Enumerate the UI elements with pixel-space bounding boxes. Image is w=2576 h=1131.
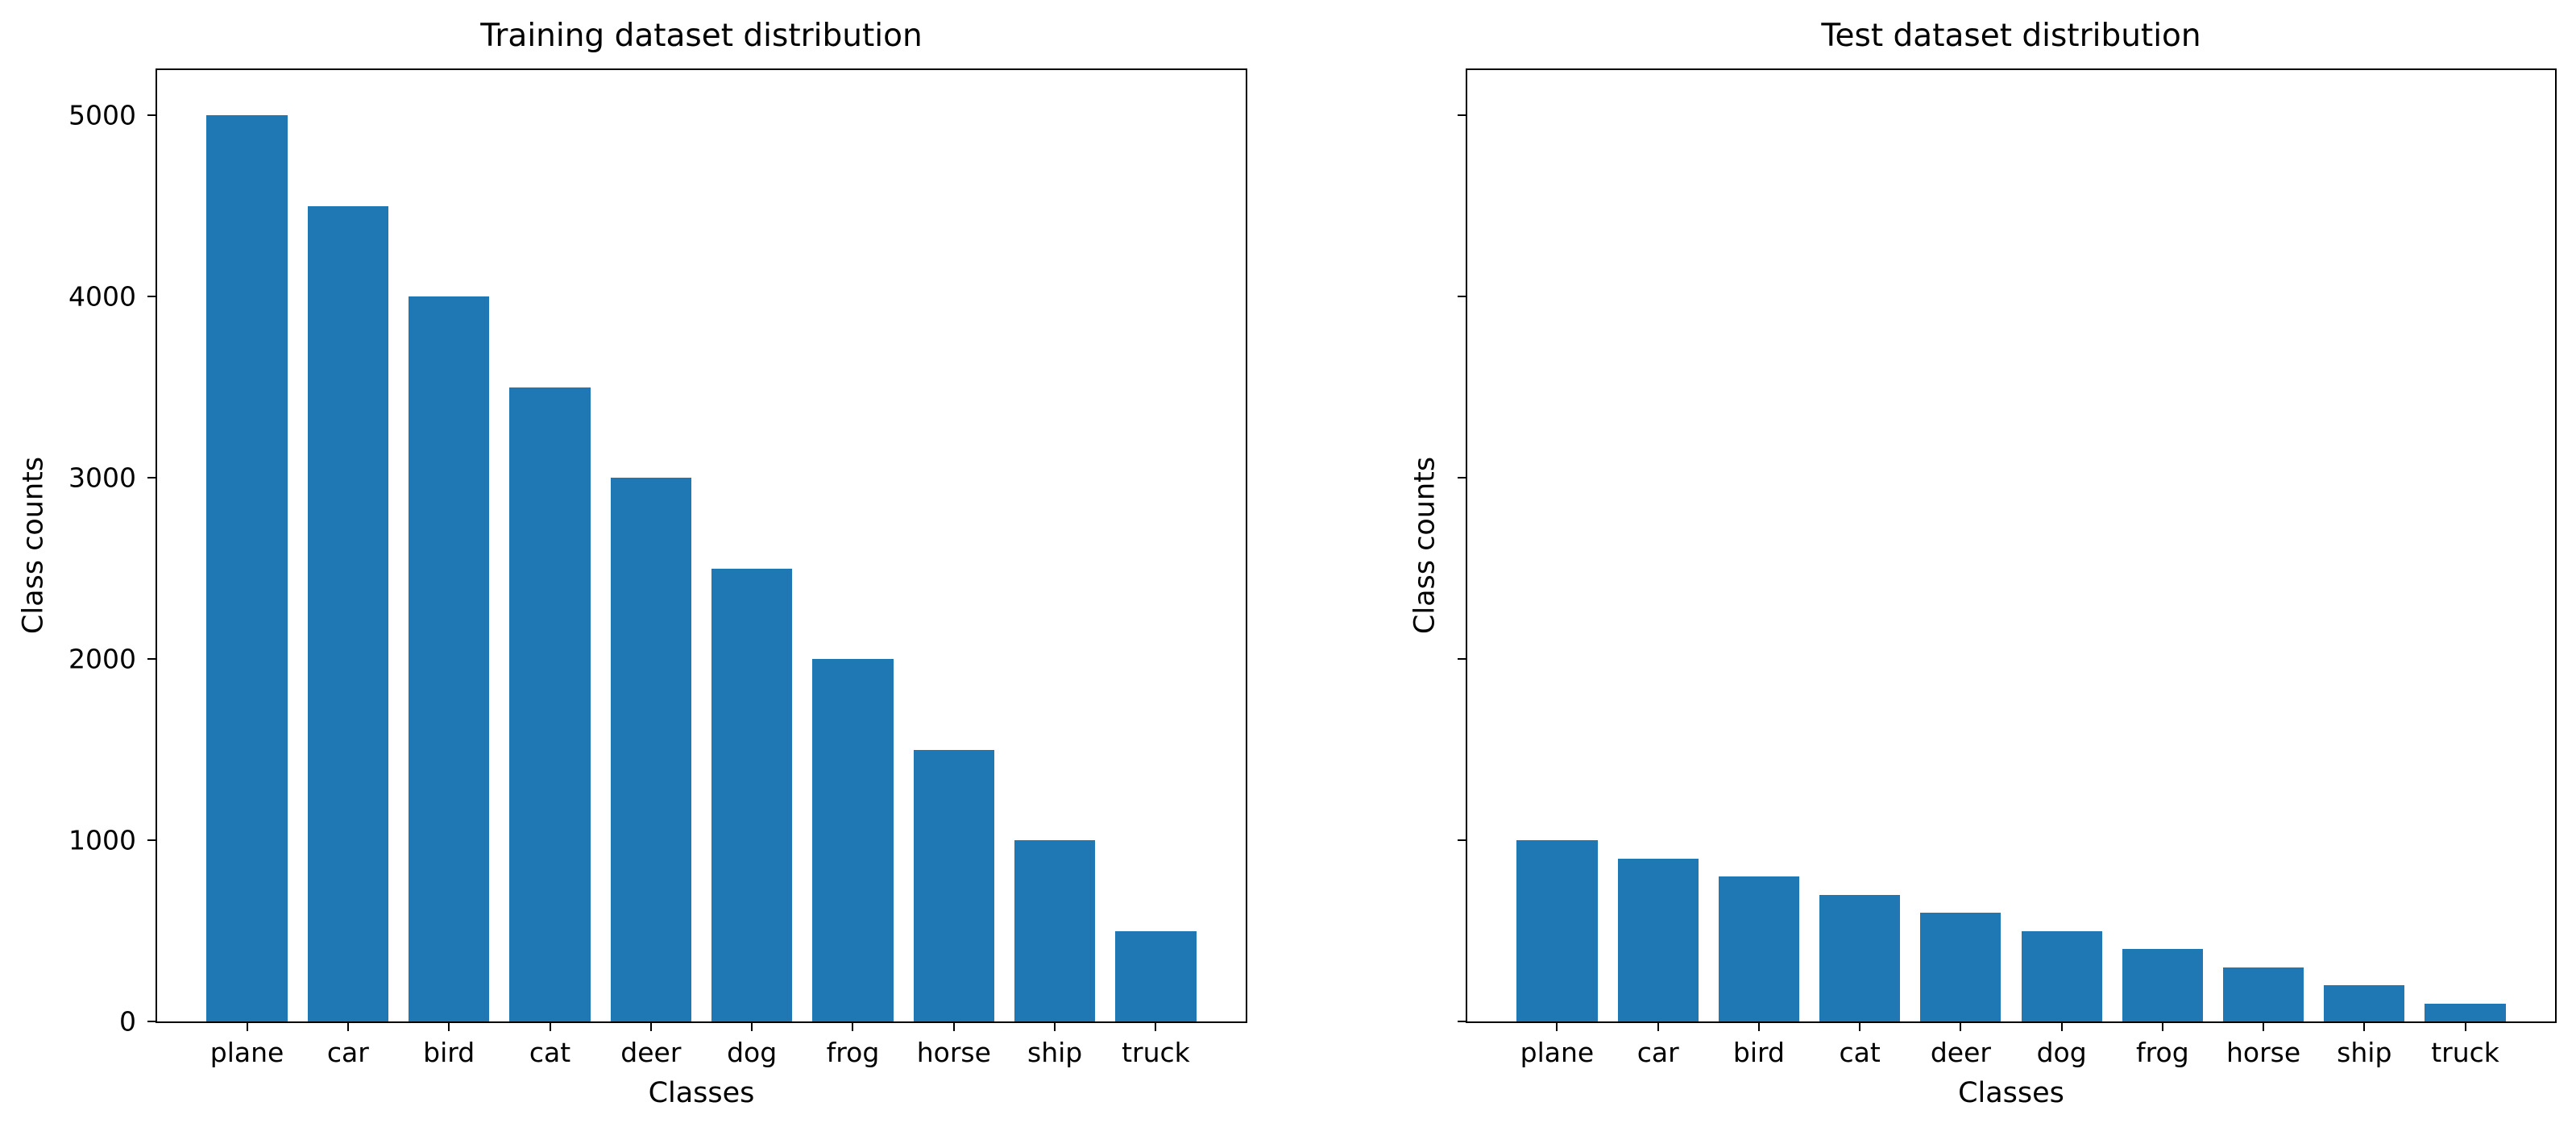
bar-deer bbox=[1920, 913, 2001, 1021]
bar-truck bbox=[1115, 930, 1197, 1021]
x-tick-mark bbox=[952, 1023, 955, 1031]
x-tick-mark bbox=[2263, 1023, 2265, 1031]
x-tick-mark bbox=[2363, 1023, 2366, 1031]
x-tick-mark bbox=[1155, 1023, 1157, 1031]
x-tick-label-frog: frog bbox=[826, 1037, 880, 1068]
y-tick-mark bbox=[1458, 658, 1466, 661]
x-tick-mark bbox=[2464, 1023, 2466, 1031]
y-tick-mark bbox=[1458, 477, 1466, 479]
x-tick-mark bbox=[346, 1023, 349, 1031]
x-tick-label-ship: ship bbox=[2337, 1037, 2392, 1068]
bar-truck bbox=[2425, 1003, 2506, 1021]
bar-dog bbox=[711, 568, 793, 1021]
training-y-axis-label: Class counts bbox=[17, 456, 50, 635]
x-tick-mark bbox=[2161, 1023, 2163, 1031]
x-tick-mark bbox=[852, 1023, 854, 1031]
y-tick-mark bbox=[147, 296, 156, 298]
x-tick-label-bird: bird bbox=[423, 1037, 475, 1068]
x-tick-mark bbox=[448, 1023, 450, 1031]
bar-frog bbox=[2122, 949, 2203, 1021]
y-tick-mark bbox=[147, 839, 156, 842]
y-tick-label: 3000 bbox=[68, 462, 136, 494]
y-tick-mark bbox=[147, 658, 156, 661]
x-tick-mark bbox=[1859, 1023, 1861, 1031]
x-tick-label-plane: plane bbox=[209, 1037, 284, 1068]
bar-cat bbox=[1819, 894, 1901, 1021]
x-tick-label-horse: horse bbox=[2225, 1037, 2301, 1068]
x-tick-label-car: car bbox=[326, 1037, 369, 1068]
x-tick-label-truck: truck bbox=[1122, 1037, 1190, 1068]
test-plot-area: plane car bird cat deer dog frog horse ship truck bbox=[1458, 70, 2555, 1066]
bar-plane bbox=[1516, 840, 1598, 1021]
x-tick-label-cat: cat bbox=[1839, 1037, 1881, 1068]
y-tick-mark bbox=[1458, 1021, 1466, 1022]
x-tick-mark bbox=[1556, 1023, 1558, 1031]
bar-plane bbox=[206, 115, 288, 1021]
bar-dog bbox=[2021, 930, 2102, 1021]
x-tick-mark bbox=[549, 1023, 551, 1031]
x-tick-label-truck: truck bbox=[2431, 1037, 2499, 1068]
x-tick-mark bbox=[751, 1023, 753, 1031]
y-tick-mark bbox=[147, 114, 156, 117]
x-tick-label-bird: bird bbox=[1732, 1037, 1785, 1068]
y-tick-label: 0 bbox=[119, 1005, 136, 1038]
bar-horse bbox=[2222, 967, 2304, 1021]
y-tick-mark bbox=[1458, 296, 1466, 298]
bar-bird bbox=[1718, 876, 1799, 1021]
test-axes: plane car bird cat deer dog frog horse ship truck… bbox=[1458, 68, 2557, 1108]
x-tick-label-deer: deer bbox=[1930, 1037, 1991, 1068]
training-plot-area: 0 1000 2000 3000 4000 5000 plane car bird cat deer… bbox=[68, 70, 1246, 1066]
bar-car bbox=[1617, 858, 1699, 1021]
x-tick-label-frog: frog bbox=[2136, 1037, 2189, 1068]
y-tick-mark bbox=[1458, 114, 1466, 117]
x-tick-mark bbox=[1757, 1023, 1760, 1031]
x-tick-label-dog: dog bbox=[2036, 1037, 2087, 1068]
bar-deer bbox=[610, 478, 691, 1021]
x-tick-mark bbox=[2060, 1023, 2063, 1031]
y-tick-mark bbox=[1458, 839, 1466, 842]
x-tick-mark bbox=[1054, 1023, 1056, 1031]
bar-ship bbox=[2324, 985, 2405, 1021]
x-tick-mark bbox=[649, 1023, 652, 1031]
y-tick-label: 4000 bbox=[68, 280, 136, 313]
test-x-axis-label: Classes bbox=[1958, 1077, 2064, 1109]
x-tick-label-plane: plane bbox=[1520, 1037, 1595, 1068]
x-tick-label-car: car bbox=[1636, 1037, 1679, 1068]
bar-ship bbox=[1014, 840, 1096, 1021]
bar-frog bbox=[812, 659, 894, 1021]
y-tick-mark bbox=[147, 1021, 156, 1022]
x-tick-label-ship: ship bbox=[1027, 1037, 1083, 1068]
test-y-axis-label: Class counts bbox=[1408, 456, 1441, 635]
test-chart-title: Test dataset distribution bbox=[1821, 18, 2201, 54]
x-tick-label-dog: dog bbox=[727, 1037, 778, 1068]
y-tick-label: 2000 bbox=[68, 643, 136, 675]
x-tick-label-cat: cat bbox=[529, 1037, 571, 1068]
x-tick-label-horse: horse bbox=[916, 1037, 991, 1068]
training-x-axis-label: Classes bbox=[648, 1077, 755, 1109]
x-tick-mark bbox=[1960, 1023, 1962, 1031]
y-tick-mark bbox=[147, 477, 156, 479]
x-tick-mark bbox=[246, 1023, 248, 1031]
bar-car bbox=[307, 205, 388, 1021]
y-tick-label: 5000 bbox=[68, 99, 136, 131]
training-chart-title: Training dataset distribution bbox=[480, 18, 923, 54]
training-axes: 0 1000 2000 3000 4000 5000 plane car bird cat deer… bbox=[68, 68, 1247, 1108]
x-tick-label-deer: deer bbox=[620, 1037, 682, 1068]
bar-bird bbox=[409, 296, 490, 1021]
x-tick-mark bbox=[1657, 1023, 1659, 1031]
bar-horse bbox=[913, 749, 994, 1021]
bar-cat bbox=[509, 387, 591, 1021]
y-tick-label: 1000 bbox=[68, 824, 136, 856]
